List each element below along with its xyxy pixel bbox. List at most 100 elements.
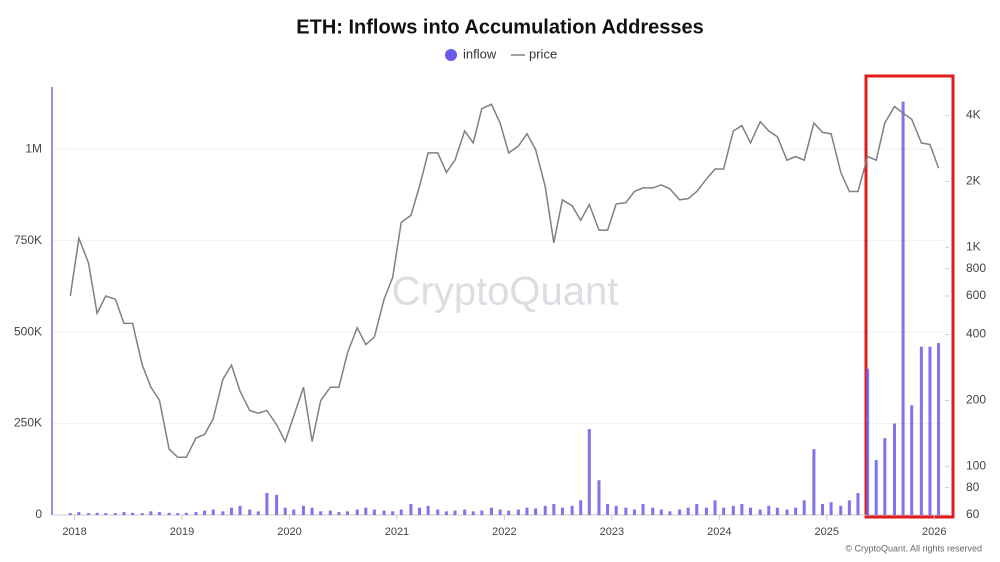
inflow-bar [498,509,502,515]
y2-tick-label: 80 [966,480,980,494]
inflow-bar [256,511,260,515]
inflow-bar [184,512,188,515]
inflow-bar [722,507,726,515]
inflow-bar [516,509,520,515]
inflow-bar [820,504,824,515]
inflow-bar [659,509,663,515]
inflow-bar [194,512,198,515]
inflow-bar [695,504,699,515]
inflow-bar [937,343,941,515]
inflow-bar [874,460,878,515]
inflow-bar [176,513,180,515]
inflow-bar [892,423,896,515]
inflow-bar [167,512,171,515]
price-line [69,103,940,459]
x-tick-label: 2021 [385,526,409,538]
inflow-bar [328,510,332,515]
inflow-bar [426,505,430,515]
inflow-bar [229,507,233,515]
inflow-bar [919,346,923,515]
inflow-bar [802,500,806,515]
inflow-bar [319,511,323,515]
inflow-bar [248,509,252,515]
y2-tick-label: 60 [966,507,980,521]
inflow-bar [928,346,932,515]
x-tick-label: 2024 [707,526,731,538]
y2-tick-label: 4K [966,108,981,122]
watermark: CryptoQuant [392,270,619,314]
inflow-bar [346,511,350,515]
inflow-bar [203,510,207,515]
inflow-bar [570,505,574,515]
y2-tick-label: 200 [966,393,986,407]
inflow-bar [534,508,538,515]
inflow-bar [221,511,225,515]
inflow-bar [283,507,287,515]
inflow-bar [292,509,296,515]
inflow-bar [731,505,735,515]
inflow-bar [651,507,655,515]
legend-swatch [445,49,457,61]
inflow-bar [632,509,636,515]
inflow-bar [453,510,457,515]
highlight-box [864,74,955,519]
inflow-bar [87,513,91,515]
inflow-bar [149,511,153,515]
x-tick-label: 2026 [922,526,946,538]
footer: © CryptoQuant. All rights reserved [845,543,982,553]
inflow-bar [436,509,440,515]
x-tick-label: 2025 [815,526,839,538]
inflow-bar [829,502,833,515]
inflow-bar [399,509,403,515]
x-tick-label: 2023 [600,526,624,538]
y-tick-label: 0 [35,507,42,521]
inflow-bar [740,504,744,515]
inflow-bar [157,512,161,515]
inflow-bar [686,507,690,515]
inflow-bar [275,494,279,515]
inflow-bar [122,512,126,515]
x-tick-label: 2022 [492,526,516,538]
x-tick-label: 2020 [277,526,301,538]
inflow-bar [624,507,628,515]
y-tick-label: 750K [14,233,42,247]
inflow-bar [775,507,779,515]
inflow-bar [560,507,564,515]
y2-tick-label: 800 [966,261,986,275]
legend-label: price [529,46,557,61]
legend-label: inflow [463,46,497,61]
inflow-bar [355,509,359,515]
inflow-bar [265,493,269,515]
inflow-bar [641,504,645,515]
inflow-bar [812,449,816,515]
inflow-bar [104,513,108,515]
inflow-bar [678,509,682,515]
inflow-bar [337,512,341,515]
inflow-bar [901,101,905,515]
inflow-bar [587,429,591,515]
inflow-bar [382,510,386,515]
inflow-bar [95,512,99,515]
inflow-bar [463,509,467,515]
y-tick-label: 1M [25,141,42,155]
x-tick-label: 2018 [62,526,86,538]
inflow-bar [238,505,242,515]
y-tick-label: 250K [14,416,42,430]
inflow-bar [471,511,475,515]
inflow-bar [910,405,914,515]
inflow-bar [668,511,672,515]
inflow-bar [372,509,376,515]
inflow-bar [883,438,887,515]
inflow-bar [409,504,413,515]
inflow-bar [364,507,368,515]
inflow-bar [301,505,305,515]
inflow-bar [767,505,771,515]
inflow-bar [856,493,860,515]
inflow-bar [847,500,851,515]
inflow-bar [525,507,529,515]
inflow-bar [606,504,610,515]
y2-tick-label: 100 [966,459,986,473]
inflow-bar [480,510,484,515]
inflow-bar [785,509,789,515]
